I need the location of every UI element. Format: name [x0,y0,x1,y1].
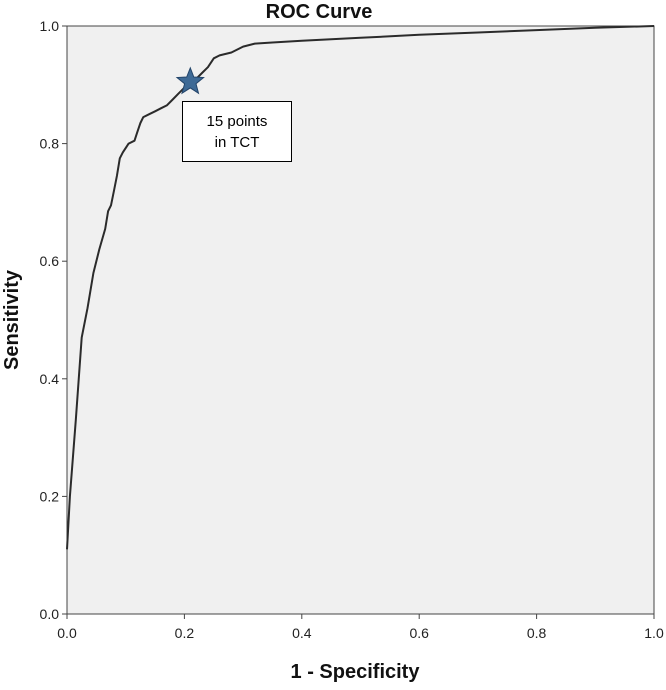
annotation-line-2: in TCT [214,133,260,151]
y-tick-label: 0.8 [40,136,60,152]
x-axis: 0.0 0.2 0.4 0.6 0.8 1.0 [57,614,664,641]
y-axis-title: Sensitivity [1,269,23,370]
y-tick-label: 0.4 [40,371,60,387]
x-axis-title: 1 - Specificity [291,661,421,683]
x-tick-label: 0.8 [527,625,547,641]
star-icon [175,66,205,95]
x-tick-label: 0.0 [57,625,77,641]
y-axis: 0.0 0.2 0.4 0.6 0.8 1.0 [40,18,67,622]
x-tick-label: 0.2 [175,625,195,641]
x-tick-label: 0.6 [409,625,429,641]
annotation-box: 15 points in TCT [182,101,292,162]
annotation-line-1: 15 points [206,112,268,130]
plot-area [66,25,655,615]
x-tick-label: 1.0 [644,625,664,641]
y-tick-label: 0.0 [40,606,60,622]
y-tick-label: 0.2 [40,488,60,504]
x-tick-label: 0.4 [292,625,312,641]
y-tick-label: 0.6 [40,253,60,269]
roc-curve-line [66,25,655,550]
chart-title: ROC Curve [266,1,373,23]
y-tick-label: 1.0 [40,18,60,34]
